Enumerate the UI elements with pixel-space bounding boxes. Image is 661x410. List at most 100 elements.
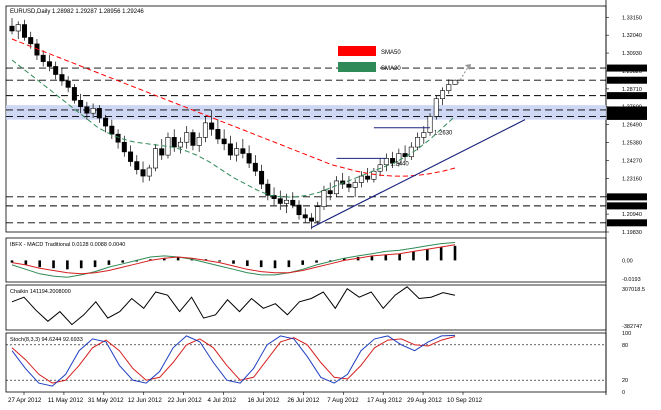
candle	[34, 43, 40, 56]
x-axis-label: 7 Aug 2012	[327, 397, 359, 404]
level-label-box	[607, 219, 647, 227]
macd-histogram-bar	[356, 257, 360, 261]
candle	[234, 148, 240, 156]
candle	[146, 167, 152, 177]
candle	[433, 98, 439, 117]
x-axis-label: 31 May 2012	[88, 397, 124, 404]
level-label-box	[607, 193, 647, 201]
candle	[196, 137, 202, 146]
candle	[40, 54, 46, 62]
macd-histogram-bar	[439, 246, 443, 261]
macd-histogram-bar	[287, 260, 291, 268]
forecast-arrow-head	[465, 64, 471, 71]
sma20-line	[11, 59, 456, 198]
candle	[290, 199, 296, 206]
legend-swatch	[338, 46, 376, 56]
candle	[109, 125, 115, 135]
chaikin-tick: 307018.5	[622, 287, 645, 293]
price-tick-label: 1.32040	[622, 33, 642, 39]
candle	[284, 199, 290, 204]
level-label: 1.20400	[610, 221, 630, 227]
macd-histogram-bar	[426, 249, 429, 261]
macd-histogram-bar	[342, 258, 346, 261]
annotation-label: 1.2440	[390, 161, 409, 167]
price-tick-label: 1.24270	[622, 158, 642, 164]
candle	[415, 137, 421, 148]
x-axis-label: 17 Aug 2012	[367, 397, 402, 404]
candle	[202, 122, 208, 138]
x-axis-label: 11 May 2012	[48, 397, 84, 404]
candle	[78, 100, 84, 108]
macd-histogram-bar	[24, 260, 28, 265]
stoch-d-line	[11, 336, 456, 384]
price-tick-label: 1.33150	[622, 15, 642, 21]
macd-histogram-bar	[301, 260, 305, 265]
candle	[327, 190, 333, 195]
macd-histogram-bar	[79, 260, 83, 269]
candle	[315, 206, 321, 222]
candle	[71, 87, 77, 101]
level-label-box	[607, 92, 647, 100]
candle	[190, 132, 196, 146]
macd-histogram-bar	[52, 260, 55, 269]
macd-histogram-bar	[259, 260, 263, 268]
macd-tick: 0.00	[622, 258, 633, 264]
candle	[159, 148, 165, 156]
stoch-header: Stoch(8,3,3) 94.6244 92.6933	[10, 337, 83, 343]
macd-histogram-bar	[66, 260, 69, 270]
candle	[59, 74, 65, 82]
candle	[15, 24, 21, 32]
macd-panel-frame	[5, 237, 607, 283]
candle	[221, 138, 227, 145]
chaikin-tick: -382747	[622, 324, 642, 330]
support-zone	[6, 105, 606, 120]
macd-histogram-bar	[232, 260, 235, 264]
level-label: 1.22010	[610, 195, 630, 201]
macd-signal-line	[11, 244, 456, 275]
level-label: 1.28290	[610, 94, 630, 100]
candle	[333, 180, 339, 195]
price-tick-label: 1.26490	[622, 123, 642, 129]
price-tick-label: 1.28710	[622, 87, 642, 93]
candle	[28, 37, 34, 45]
macd-histogram-bar	[273, 260, 277, 269]
level-label-box	[607, 64, 647, 72]
candle	[396, 153, 402, 164]
candle	[46, 61, 52, 67]
candle	[134, 161, 140, 170]
candle	[321, 190, 327, 207]
candle	[121, 141, 127, 153]
price-tick-label: 1.29820	[622, 69, 642, 75]
macd-histogram-bar	[162, 258, 166, 261]
level-label-box	[607, 76, 647, 84]
candle	[427, 116, 433, 133]
candle	[240, 148, 246, 154]
candle	[252, 162, 258, 172]
macd-header: IBFX - MACD Traditional 0.0128 0.0088 0.…	[10, 242, 125, 248]
candle	[277, 198, 283, 204]
candle	[184, 132, 190, 143]
price-tick-label: 1.30930	[622, 51, 642, 57]
legend-entry: SMA20	[381, 66, 401, 72]
macd-histogram-bar	[453, 245, 457, 261]
macd-histogram-bar	[329, 260, 332, 262]
x-axis-label: 16 Jul 2012	[247, 397, 280, 404]
macd-histogram-bar	[384, 254, 388, 261]
candle	[215, 129, 221, 140]
candle	[421, 132, 427, 138]
macd-histogram-bar	[10, 260, 14, 263]
level-label-box	[607, 202, 647, 210]
stoch-k-line	[11, 334, 456, 387]
price-tick-label: 1.19830	[622, 230, 642, 236]
level-label: 1.21450	[610, 204, 630, 210]
annotation-label: 1.2630	[434, 131, 453, 137]
candle	[402, 153, 408, 158]
candle	[265, 183, 271, 196]
stoch-tick: 20	[622, 378, 628, 384]
price-tick-label: 1.27600	[622, 105, 642, 111]
candle	[446, 84, 452, 91]
candle	[21, 24, 27, 38]
candle	[452, 79, 458, 85]
level-label: 1.27400	[610, 108, 630, 114]
